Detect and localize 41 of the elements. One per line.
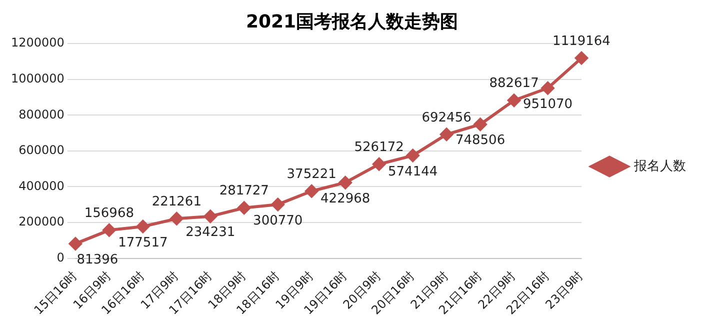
data-label: 574144	[388, 164, 438, 180]
data-label: 1119164	[552, 34, 610, 49]
point	[204, 210, 217, 223]
point	[541, 82, 554, 95]
data-label: 951070	[522, 97, 573, 112]
point	[238, 201, 251, 214]
y-tick-label: 200000	[18, 214, 64, 229]
data-label: 234231	[186, 225, 236, 240]
data-label: 748506	[455, 133, 506, 148]
point	[575, 52, 588, 65]
data-label: 281727	[219, 184, 269, 199]
y-tick-label: 1000000	[10, 72, 64, 86]
data-label: 81396	[76, 252, 118, 268]
data-label: 526172	[354, 140, 404, 156]
data-label: 882617	[489, 76, 539, 92]
y-tick-label: 0	[56, 250, 64, 264]
legend-label: 报名人数	[633, 158, 686, 174]
point	[170, 212, 184, 226]
data-label: 156968	[84, 206, 134, 222]
point	[102, 224, 116, 237]
data-label: 375221	[286, 167, 336, 182]
point	[68, 237, 82, 250]
data-label: 177517	[118, 235, 168, 250]
y-tick-label: 800000	[18, 107, 64, 122]
point	[136, 220, 150, 233]
y-tick-label: 1200000	[10, 36, 64, 50]
point	[508, 94, 521, 107]
point	[305, 184, 318, 198]
y-tick-label: 400000	[18, 178, 64, 193]
point	[406, 149, 420, 162]
data-label: 221261	[152, 194, 202, 210]
y-tick-label: 600000	[18, 143, 64, 158]
point	[338, 176, 352, 190]
point	[474, 118, 487, 131]
data-label: 692456	[422, 110, 472, 126]
data-label: 422968	[320, 191, 370, 206]
chart-title: 2021国考报名人数走势图	[246, 11, 458, 32]
point	[271, 198, 284, 211]
point	[372, 158, 386, 171]
point	[440, 128, 454, 141]
data-label: 300770	[253, 213, 303, 228]
